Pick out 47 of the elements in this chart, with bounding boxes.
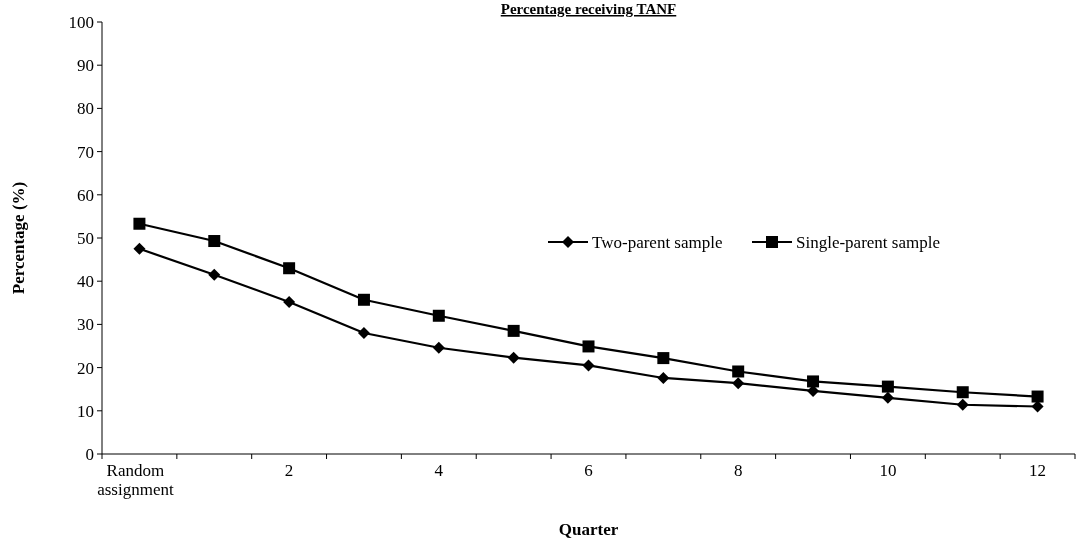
point: [432, 309, 445, 322]
point: [208, 235, 221, 248]
point: [956, 398, 969, 411]
y-tick-label: 50: [77, 228, 94, 248]
point: [507, 324, 520, 337]
y-tick-label: 70: [77, 142, 94, 162]
point: [582, 359, 595, 372]
y-tick-label: 30: [77, 315, 94, 335]
point: [956, 386, 969, 399]
point: [133, 217, 146, 230]
point: [1031, 390, 1044, 403]
x-axis-title: Quarter: [558, 520, 619, 539]
y-tick-label: 90: [77, 56, 94, 76]
x-tick-label: 12: [1029, 461, 1047, 480]
x-tick-label: 10: [879, 461, 897, 480]
legend-label: Single-parent sample: [796, 232, 940, 252]
x-tick-label: Random assignment: [97, 461, 174, 499]
point: [133, 242, 146, 255]
y-tick-label: 60: [77, 185, 94, 205]
point: [881, 380, 894, 393]
y-tick-label: 80: [77, 99, 94, 119]
y-tick-label: 0: [85, 444, 94, 464]
y-axis-title: Percentage (%): [9, 181, 28, 295]
point: [657, 352, 670, 365]
point: [432, 341, 445, 354]
point: [208, 268, 221, 281]
legend-label: Two-parent sample: [592, 232, 723, 252]
point: [732, 365, 745, 378]
x-tick-label: 4: [434, 461, 444, 480]
y-tick-label: 40: [77, 272, 94, 292]
point: [357, 293, 370, 306]
point: [507, 351, 520, 364]
point: [732, 377, 745, 390]
y-tick-label: 100: [68, 12, 94, 32]
x-tick-label: 2: [284, 461, 294, 480]
point: [357, 327, 370, 340]
y-tick-label: 10: [77, 401, 94, 421]
point: [807, 375, 820, 388]
y-tick-label: 20: [77, 358, 94, 378]
point: [582, 340, 595, 353]
x-tick-label: 6: [584, 461, 593, 480]
x-tick-label: 8: [733, 461, 743, 480]
point: [881, 391, 894, 404]
point: [657, 371, 670, 384]
chart-title: Percentage receiving TANF: [500, 1, 677, 17]
point: [283, 295, 296, 308]
point: [283, 262, 296, 275]
